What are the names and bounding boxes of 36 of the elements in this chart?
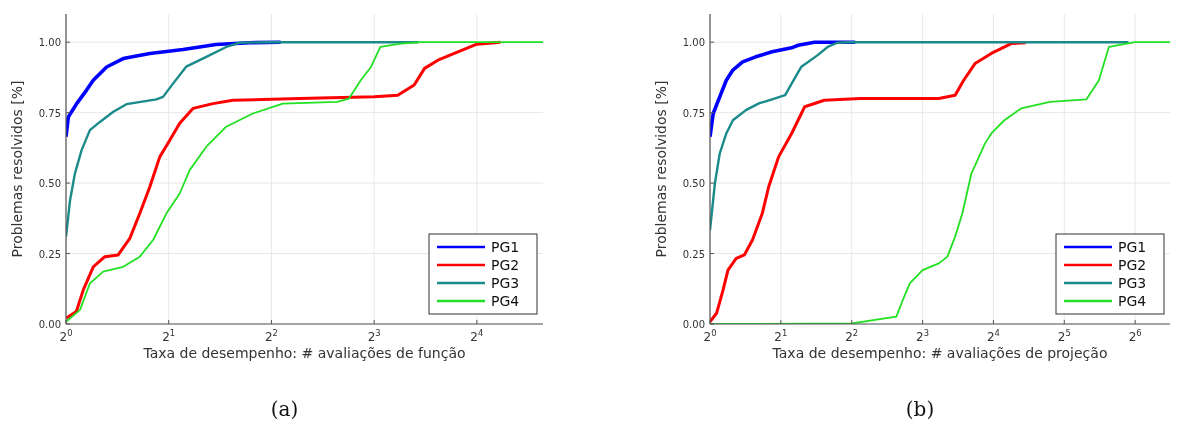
legend-label: PG4 — [1118, 293, 1147, 309]
y-tick-label: 1.00 — [38, 37, 61, 49]
y-tick-label: 0.00 — [682, 319, 705, 330]
y-axis-title: Problemas resolvidos [%] — [653, 80, 669, 258]
y-tick-label: 0.75 — [38, 107, 61, 119]
y-tick-label: 1.00 — [682, 37, 705, 49]
y-tick-label: 0.75 — [682, 107, 705, 119]
x-axis-title: Taxa de desempenho: # avaliações de projeção — [771, 345, 1108, 361]
legend-label: PG3 — [491, 275, 520, 291]
y-tick-label: 0.50 — [682, 178, 705, 190]
legend-label: PG1 — [491, 239, 520, 255]
legend-label: PG2 — [1118, 257, 1147, 273]
y-tick-label: 0.50 — [38, 178, 61, 190]
x-tick-label: 2$^{3}$ — [916, 328, 930, 344]
x-tick-label: 2$^{1}$ — [162, 328, 176, 344]
x-tick-label: 2$^{4}$ — [470, 328, 484, 344]
x-tick-label: 2$^{4}$ — [986, 328, 1000, 344]
y-tick-label: 0.25 — [38, 248, 61, 260]
x-tick-label: 2$^{1}$ — [774, 328, 788, 344]
x-tick-label: 2$^{3}$ — [367, 328, 381, 344]
legend-label: PG2 — [491, 257, 520, 273]
x-tick-label: 2$^{0}$ — [703, 328, 717, 344]
y-tick-label: 0.00 — [38, 319, 61, 330]
text: (b) — [905, 397, 935, 421]
x-tick-label: 2$^{6}$ — [1128, 328, 1142, 344]
x-tick-label: 2$^{0}$ — [59, 328, 73, 344]
legend-label: PG3 — [1118, 275, 1147, 291]
text: (a) — [270, 397, 299, 421]
legend-label: PG4 — [491, 293, 520, 309]
x-tick-label: 2$^{2}$ — [264, 328, 278, 344]
x-tick-label: 2$^{2}$ — [845, 328, 859, 344]
y-axis-title: Problemas resolvidos [%] — [9, 80, 25, 258]
x-axis-title: Taxa de desempenho: # avaliações de função — [142, 345, 466, 361]
y-tick-label: 0.25 — [682, 248, 705, 260]
x-tick-label: 2$^{5}$ — [1057, 328, 1071, 344]
legend-label: PG1 — [1118, 239, 1147, 255]
